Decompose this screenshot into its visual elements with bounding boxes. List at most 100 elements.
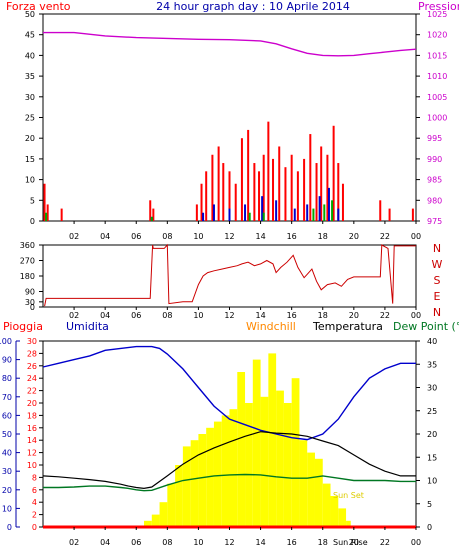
speed-bar — [202, 212, 205, 221]
temp-tick-label: 30 — [427, 384, 437, 393]
y-tick-label: 180 — [20, 272, 35, 281]
gust-bar — [278, 146, 281, 221]
speed-bar — [327, 187, 330, 221]
rain-tick-label: 6 — [32, 486, 37, 495]
x-tick-label: 18 — [318, 232, 328, 241]
humidity-tick-label: 40 — [2, 449, 12, 458]
y2-tick-label: 990 — [427, 155, 442, 164]
rain-tick-label: 2 — [32, 511, 37, 520]
pressure-label: Pressione — [418, 0, 459, 13]
x-tick-label: 00 — [411, 232, 421, 241]
solar-bar — [229, 409, 238, 527]
wind-axes: 0510152025303540455097598098599099510001… — [25, 10, 448, 241]
temp-tick-label: 35 — [427, 360, 437, 369]
gust-bar — [341, 183, 344, 221]
x-tick-label: 00 — [411, 538, 421, 547]
wind-gust-bars — [43, 121, 414, 221]
y-tick-label: 45 — [25, 31, 35, 40]
y-tick-label: 0 — [30, 303, 35, 312]
solar-bar — [167, 483, 176, 527]
x-tick-label: 02 — [69, 538, 79, 547]
solar-bars — [144, 353, 351, 527]
speed-bar — [306, 204, 309, 221]
gust-bar — [320, 146, 323, 221]
y2-tick-label: 1000 — [427, 114, 447, 123]
rain-tick-label: 12 — [27, 449, 37, 458]
x-tick-label: 22 — [380, 311, 390, 320]
y-tick-label: 40 — [25, 51, 35, 60]
x-tick-label: 12 — [224, 311, 234, 320]
solar-bar — [307, 452, 315, 527]
x-tick-label: 18 — [318, 538, 328, 547]
wind-left-label: Forza vento — [6, 0, 71, 13]
humidity-tick-label: 0 — [7, 523, 12, 532]
solar-bar — [237, 372, 246, 527]
temp-tick-label: 0 — [427, 523, 432, 532]
calm-bar — [323, 204, 326, 221]
solar-bar — [190, 440, 199, 527]
label-temperatura: Temperatura — [312, 320, 383, 333]
solar-bar — [283, 403, 292, 527]
y2-tick-label: 1025 — [427, 10, 447, 19]
gust-bar — [234, 183, 237, 221]
rain-tick-label: 24 — [27, 374, 37, 383]
label-dewpoint: Dew Point (°C — [393, 320, 459, 333]
wind-calm-bars — [45, 200, 334, 221]
humidity-tick-label: 50 — [2, 430, 12, 439]
temperature-line — [42, 431, 416, 490]
wind-title: 24 hour graph day : 10 Aprile 2014 — [156, 0, 350, 13]
x-tick-label: 02 — [69, 232, 79, 241]
y2-tick-label: 995 — [427, 134, 442, 143]
humidity-tick-label: 90 — [2, 356, 12, 365]
rain-tick-label: 4 — [32, 498, 37, 507]
solar-bar — [330, 496, 339, 527]
calm-bar — [45, 212, 48, 221]
temp-tick-label: 40 — [427, 337, 437, 346]
solar-bar — [268, 353, 277, 527]
rain-tick-label: 10 — [27, 461, 37, 470]
x-tick-label: 10 — [193, 311, 203, 320]
y-tick-label: 50 — [25, 10, 35, 19]
x-tick-label: 06 — [131, 232, 141, 241]
x-tick-label: 04 — [100, 311, 110, 320]
x-tick-label: 14 — [255, 538, 265, 547]
compass-label: E — [434, 290, 441, 303]
temp-tick-label: 20 — [427, 430, 437, 439]
solar-bar — [299, 440, 308, 527]
pressure-line — [43, 31, 417, 57]
gust-bar — [253, 163, 256, 221]
x-tick-label: 04 — [100, 538, 110, 547]
x-tick-label: 16 — [287, 538, 297, 547]
x-tick-label: 00 — [411, 311, 421, 320]
x-tick-label: 16 — [287, 232, 297, 241]
y-tick-label: 35 — [25, 72, 35, 81]
rain-tick-label: 0 — [32, 523, 37, 532]
y-tick-label: 270 — [20, 257, 35, 266]
humidity-tick-label: 80 — [2, 374, 12, 383]
y2-tick-label: 1020 — [427, 31, 447, 40]
calm-bar — [312, 208, 315, 221]
temp-tick-label: 25 — [427, 407, 437, 416]
compass-label: N — [433, 306, 441, 319]
humidity-tick-label: 20 — [2, 486, 12, 495]
solar-bar — [260, 396, 269, 527]
x-tick-label: 06 — [131, 538, 141, 547]
gust-bar — [303, 158, 306, 221]
speed-bar — [293, 208, 296, 221]
gust-bar — [296, 171, 299, 221]
sun-set-label: Sun Set — [333, 491, 364, 500]
gust-bar — [411, 208, 414, 221]
y-tick-label: 30 — [25, 298, 35, 307]
temperature-trace — [42, 431, 416, 490]
solar-bar — [159, 502, 168, 527]
gust-bar — [240, 138, 243, 221]
temp-tick-label: 10 — [427, 477, 437, 486]
gust-bar — [228, 171, 231, 221]
speed-bar — [228, 208, 231, 221]
temperature-axes: 0102030405060708090100024681012141618202… — [0, 337, 437, 547]
rain-tick-label: 26 — [27, 362, 37, 371]
solar-bar — [276, 390, 284, 527]
gust-bar — [337, 163, 340, 221]
y2-tick-label: 1015 — [427, 51, 447, 60]
dewpoint-trace — [43, 473, 416, 492]
